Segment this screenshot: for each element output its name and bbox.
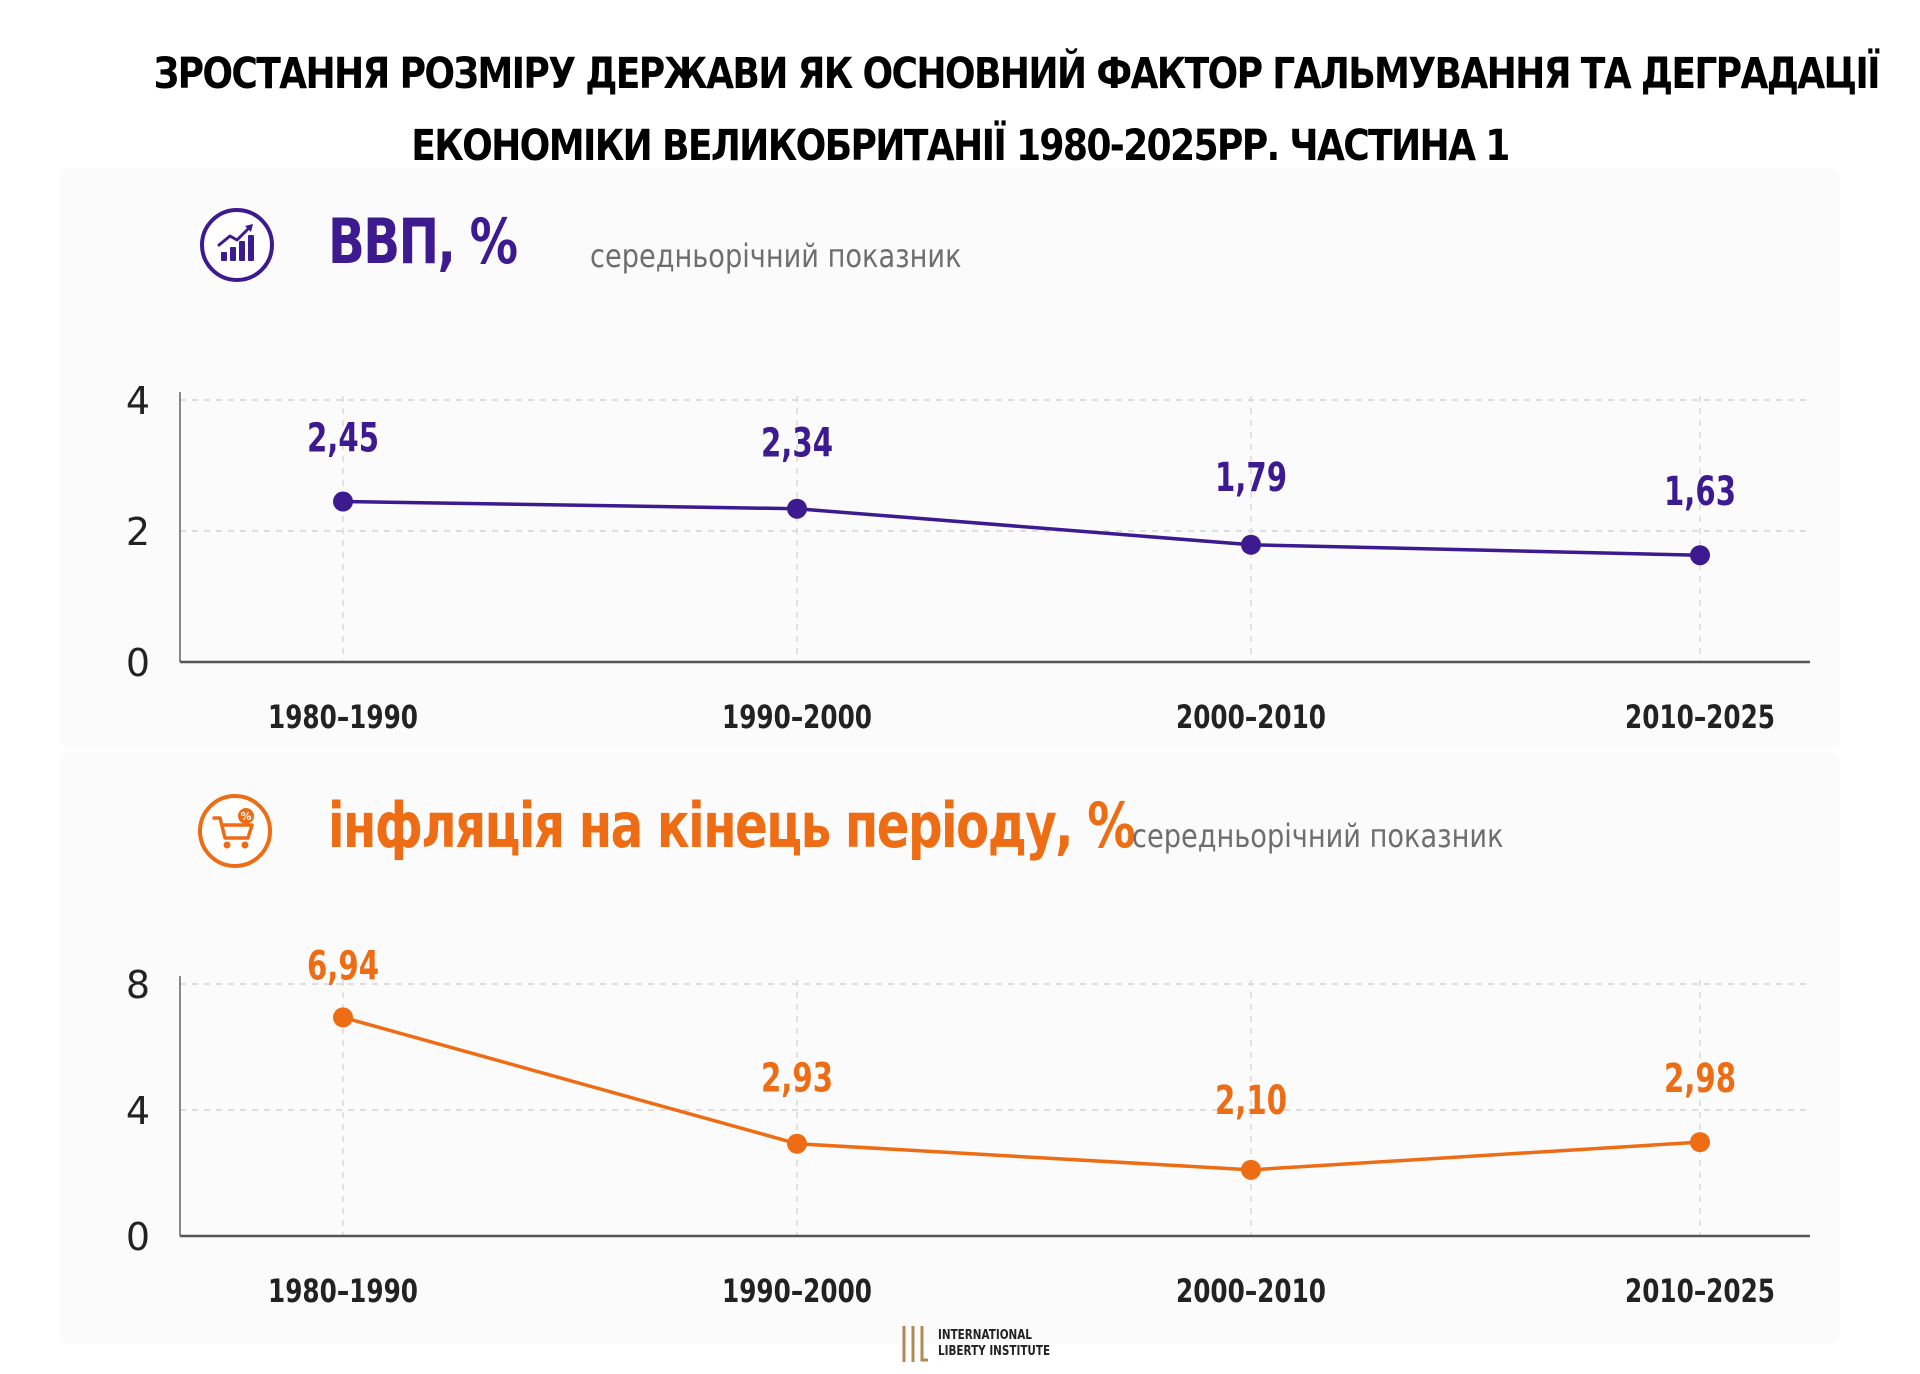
gdp-data-label: 2,45: [307, 416, 379, 462]
gdp-line-chart: 0 2 4 2,45 2,34 1,79 1,63 1980–1990 1990–2000 200…: [0, 360, 1920, 764]
growth-chart-icon: [200, 208, 274, 282]
page-title-line-2: ЕКОНОМІКИ ВЕЛИКОБРИТАНІЇ 1980-2025РР. ЧА…: [411, 121, 1510, 171]
inflation-series-line: [342, 1015, 1701, 1172]
page-title: ЗРОСТАННЯ РОЗМІРУ ДЕРЖАВИ ЯК ОСНОВНИЙ ФА…: [153, 38, 1881, 182]
inflation-chart-svg: 0 4 8 6,94 2,93 2,10 2,98 1980–1990 1990–2000 200…: [126, 943, 1810, 1310]
inflation-xtick-label: 1980–1990: [268, 1272, 418, 1310]
gdp-xtick-label: 2000–2010: [1176, 698, 1326, 736]
gdp-section-title: ВВП, %: [328, 205, 518, 278]
svg-text:%: %: [240, 810, 251, 823]
inflation-data-point: [333, 1007, 353, 1028]
inflation-ytick-label: 0: [126, 1215, 150, 1259]
inflation-line-chart: 0 4 8 6,94 2,93 2,10 2,98 1980–1990 1990–2000 200…: [0, 930, 1920, 1324]
gdp-ytick-label: 4: [126, 379, 150, 423]
gdp-xtick-label: 1980–1990: [268, 698, 418, 736]
gdp-data-point: [1690, 545, 1710, 566]
inflation-section-subtitle: середньорічний показник: [1132, 817, 1504, 855]
inflation-data-label: 2,10: [1215, 1078, 1287, 1124]
gdp-xtick-label: 1990–2000: [722, 698, 872, 736]
inflation-xtick-label: 1990–2000: [722, 1272, 872, 1310]
organization-logo-mark: [902, 1326, 928, 1362]
inflation-data-label: 2,93: [761, 1056, 833, 1102]
inflation-section-title: інфляція на кінець періоду, %: [328, 789, 1136, 862]
inflation-panel: % інфляція на кінець періоду, % середньо…: [60, 752, 1840, 1344]
shopping-cart-percent-icon: %: [198, 794, 272, 868]
organization-name-line-2: LIBERTY INSTITUTE: [938, 1344, 1051, 1359]
inflation-data-point: [1690, 1132, 1710, 1153]
gdp-section-subtitle: середньорічний показник: [590, 237, 962, 275]
page-title-line-1: ЗРОСТАННЯ РОЗМІРУ ДЕРЖАВИ ЯК ОСНОВНИЙ ФА…: [153, 49, 1881, 99]
gdp-ytick-label: 0: [126, 641, 150, 685]
gdp-data-point: [787, 498, 807, 519]
gdp-data-label: 2,34: [761, 421, 833, 467]
gdp-chart-svg: 0 2 4 2,45 2,34 1,79 1,63 1980–1990 1990–2000 200…: [126, 379, 1810, 736]
gdp-panel: ВВП, % середньорічний показник: [60, 168, 1840, 748]
organization-name-line-1: INTERNATIONAL: [938, 1328, 1032, 1343]
organization-logo: INTERNATIONAL LIBERTY INSTITUTE: [900, 1324, 1120, 1364]
gdp-ytick-label: 2: [126, 510, 150, 554]
inflation-ytick-label: 8: [126, 963, 150, 1007]
inflation-xtick-label: 2010–2025: [1625, 1272, 1775, 1310]
gdp-data-label: 1,79: [1215, 455, 1287, 501]
inflation-data-label: 6,94: [307, 943, 379, 989]
inflation-xtick-label: 2000–2010: [1176, 1272, 1326, 1310]
gdp-xtick-label: 2010–2025: [1625, 698, 1775, 736]
inflation-data-label: 2,98: [1664, 1056, 1736, 1102]
gdp-series-line: [342, 499, 1701, 557]
inflation-data-point: [1241, 1159, 1261, 1180]
gdp-data-point: [1241, 534, 1261, 555]
organization-name: INTERNATIONAL LIBERTY INSTITUTE: [938, 1328, 1050, 1360]
inflation-data-point: [787, 1133, 807, 1154]
inflation-ytick-label: 4: [126, 1089, 150, 1133]
gdp-data-label: 1,63: [1664, 469, 1736, 515]
gdp-data-point: [333, 491, 353, 512]
